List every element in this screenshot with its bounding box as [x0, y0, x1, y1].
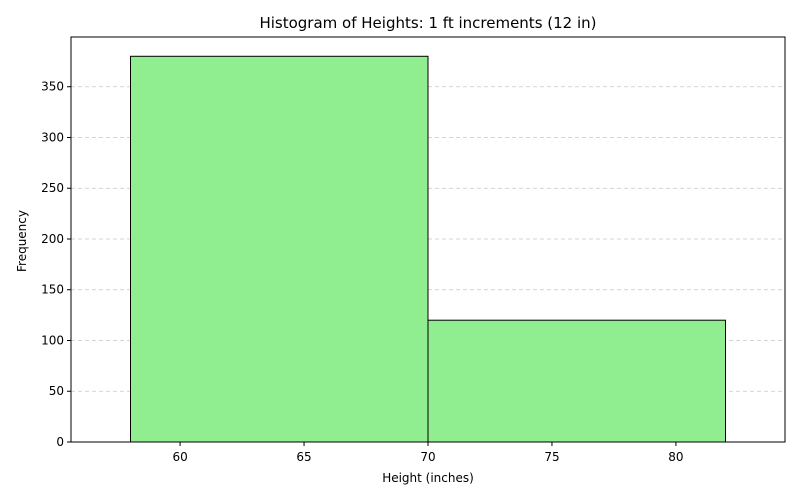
y-axis-label: Frequency: [15, 210, 29, 272]
y-tick-label-200: 200: [41, 232, 64, 246]
y-tick-label-0: 0: [56, 435, 64, 449]
x-axis-label: Height (inches): [382, 471, 474, 485]
chart-title: Histogram of Heights: 1 ft increments (1…: [259, 14, 596, 32]
x-tick-label-75: 75: [544, 450, 559, 464]
histogram-bar-70-82: [427, 319, 726, 443]
x-tick-label-65: 65: [296, 450, 311, 464]
y-tick-label-350: 350: [41, 80, 64, 94]
y-tick-label-250: 250: [41, 181, 64, 195]
x-tick-label-70: 70: [420, 450, 435, 464]
y-tick-label-50: 50: [49, 384, 64, 398]
y-tick-label-150: 150: [41, 283, 64, 297]
bars: [130, 55, 726, 443]
y-tick-label-300: 300: [41, 130, 64, 144]
histogram-bar-58-70: [130, 55, 429, 443]
y-tick-label-100: 100: [41, 333, 64, 347]
x-tick-label-80: 80: [668, 450, 683, 464]
x-axis-ticks: 60 65 70 75 80: [172, 442, 684, 464]
y-axis-ticks: 0 50 100 150 200 250 300 350: [41, 80, 71, 449]
x-tick-label-60: 60: [172, 450, 187, 464]
